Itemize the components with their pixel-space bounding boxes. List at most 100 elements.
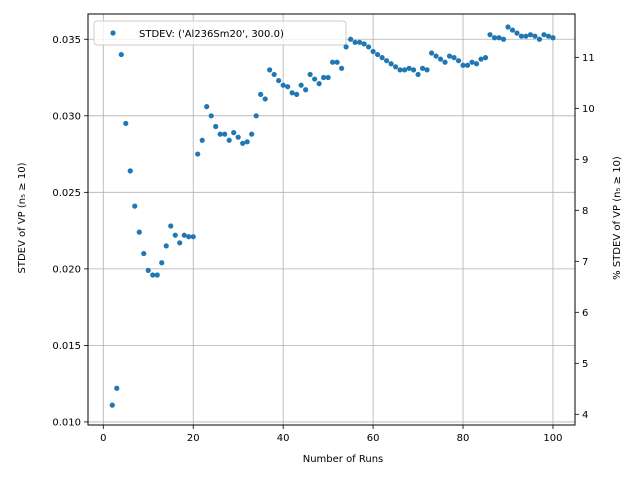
data-point: [231, 130, 237, 136]
y-left-tick-label: 0.030: [52, 111, 81, 122]
data-point: [294, 91, 300, 97]
data-points: [109, 24, 556, 408]
data-point: [334, 59, 340, 65]
data-point: [186, 234, 192, 240]
data-point: [424, 67, 430, 73]
data-point: [222, 131, 228, 137]
data-point: [127, 168, 133, 174]
x-tick-label: 60: [367, 433, 380, 444]
data-point: [154, 272, 160, 278]
data-point: [316, 81, 322, 87]
data-point: [204, 104, 210, 110]
data-point: [298, 82, 304, 88]
legend-box: [93, 20, 347, 46]
data-point: [437, 56, 444, 62]
plot-frame: [87, 13, 576, 426]
data-point: [478, 56, 484, 62]
data-point: [235, 134, 241, 140]
data-point: [433, 53, 439, 59]
data-point: [159, 260, 165, 266]
data-point: [518, 33, 525, 39]
data-point: [325, 74, 331, 81]
data-point: [172, 232, 178, 238]
data-point: [419, 65, 426, 71]
y-axis-right: 4 5 6 7 8 9 10 11: [575, 53, 595, 421]
y-axis-left: 0.010 0.015 0.020 0.025 0.030 0.035: [52, 35, 88, 428]
data-point: [388, 61, 394, 67]
data-point: [307, 71, 313, 78]
data-point: [312, 76, 318, 82]
data-point: [289, 90, 295, 96]
data-point: [109, 402, 115, 408]
data-point: [262, 96, 268, 102]
x-axis-label: Number of Runs: [303, 454, 384, 465]
x-tick-label: 40: [277, 433, 290, 444]
data-point: [136, 229, 142, 235]
y-right-tick-label: 8: [582, 206, 588, 217]
y-left-tick-label: 0.035: [52, 35, 81, 46]
data-point: [541, 32, 547, 38]
data-point: [240, 140, 246, 146]
data-point: [271, 71, 277, 78]
y-right-tick-label: 9: [582, 155, 588, 166]
data-point: [536, 36, 543, 42]
data-point: [150, 272, 156, 278]
y-right-tick-label: 4: [582, 410, 588, 421]
y-left-tick-label: 0.025: [52, 188, 81, 199]
data-point: [258, 91, 264, 97]
y-left-tick-label: 0.020: [52, 264, 81, 275]
data-point: [496, 35, 502, 41]
data-point: [132, 203, 138, 209]
data-point: [374, 51, 381, 58]
data-point: [397, 67, 403, 73]
data-point: [145, 267, 151, 273]
y-left-tick-label: 0.010: [52, 417, 81, 428]
data-point: [177, 240, 183, 246]
data-point: [253, 113, 259, 119]
data-point: [460, 62, 466, 68]
data-point: [280, 82, 286, 88]
data-point: [406, 65, 412, 71]
data-point: [392, 64, 399, 70]
data-point: [303, 87, 309, 93]
data-point: [114, 385, 120, 391]
data-point: [343, 44, 349, 50]
data-point: [505, 24, 511, 30]
data-point: [487, 32, 493, 38]
data-point: [226, 137, 232, 143]
data-point: [267, 67, 273, 73]
data-point: [339, 65, 345, 71]
data-point: [473, 61, 480, 67]
data-point: [442, 59, 448, 65]
data-point: [451, 55, 457, 61]
x-tick-label: 80: [457, 433, 470, 444]
y-right-tick-label: 5: [582, 359, 588, 370]
data-point: [370, 48, 376, 55]
data-point: [217, 131, 223, 137]
data-point: [415, 71, 421, 78]
data-point: [213, 123, 219, 130]
data-point: [509, 27, 516, 33]
data-point: [208, 113, 214, 119]
data-point: [410, 67, 417, 73]
data-point: [464, 62, 471, 68]
data-point: [181, 232, 187, 238]
data-point: [118, 51, 124, 58]
data-point: [514, 30, 520, 36]
data-point: [446, 53, 453, 59]
data-point: [428, 50, 435, 56]
data-point: [455, 58, 462, 64]
data-point: [357, 39, 363, 45]
y-right-tick-label: 7: [582, 257, 588, 268]
data-point: [532, 33, 538, 39]
data-point: [244, 139, 250, 145]
data-point: [379, 55, 385, 61]
legend-marker: [110, 30, 116, 36]
data-point: [190, 234, 196, 240]
data-point: [469, 59, 475, 65]
data-point: [365, 44, 372, 50]
data-point: [523, 33, 529, 39]
data-point: [348, 36, 354, 42]
data-point: [330, 59, 336, 65]
